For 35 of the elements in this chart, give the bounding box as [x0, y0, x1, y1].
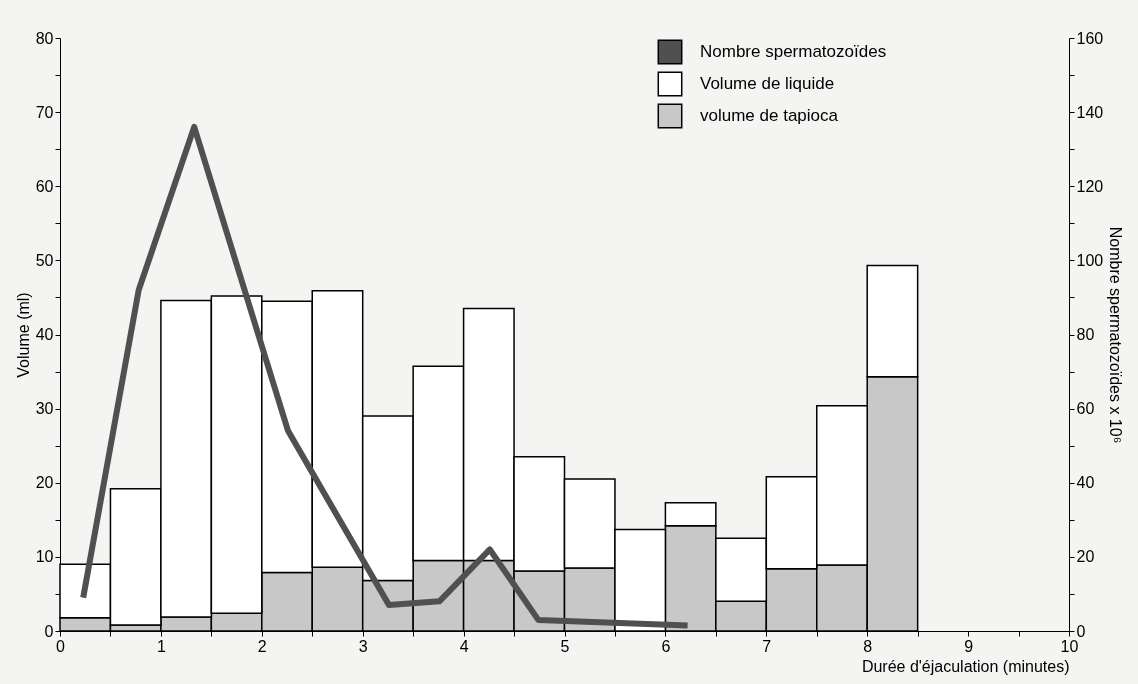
y-tick-label: 0	[44, 622, 54, 640]
y-tick-label: 80	[35, 29, 54, 47]
x-tick-label: 3	[358, 637, 368, 655]
y2-tick-label: 140	[1076, 103, 1104, 121]
y2-tick-label: 160	[1076, 29, 1104, 47]
y2-tick-label: 100	[1076, 251, 1104, 269]
y-tick-label: 20	[35, 474, 54, 492]
x-tick-label: 8	[863, 637, 873, 655]
y-tick-label: 40	[35, 326, 54, 343]
x-tick-label: 2	[257, 637, 267, 655]
y2-tick-label: 80	[1076, 326, 1095, 343]
x-tick-label: 9	[964, 637, 974, 655]
y-tick-label: 10	[35, 548, 54, 566]
y-tick-label: 70	[35, 103, 54, 121]
y2-tick-label: 40	[1076, 474, 1095, 492]
legend-label: Nombre spermatozoïdes	[700, 42, 887, 61]
legend-label: volume de tapioca	[700, 106, 839, 125]
y2-tick-label: 120	[1076, 177, 1104, 195]
x-tick-label: 1	[156, 637, 166, 655]
legend-label: Volume de liquide	[700, 74, 835, 93]
x-tick-label: 0	[56, 637, 66, 655]
x-axis-title: Durée d'éjaculation (minutes)	[861, 657, 1070, 675]
x-tick-label: 5	[560, 637, 570, 655]
y2-tick-label: 20	[1076, 548, 1095, 566]
y-tick-label: 50	[35, 251, 54, 269]
y-axis-title: Volume (ml)	[14, 292, 32, 378]
x-tick-label: 10	[1060, 637, 1079, 655]
y-tick-label: 60	[35, 177, 54, 195]
x-tick-label: 7	[762, 637, 772, 655]
y2-tick-label: 60	[1076, 400, 1095, 418]
x-tick-label: 4	[459, 637, 469, 655]
y-tick-label: 30	[35, 400, 54, 418]
y2-tick-label: 0	[1076, 622, 1086, 640]
y2-axis-title: Nombre spermatozoïdes x 10⁶	[1107, 226, 1125, 444]
x-tick-label: 6	[661, 637, 671, 655]
